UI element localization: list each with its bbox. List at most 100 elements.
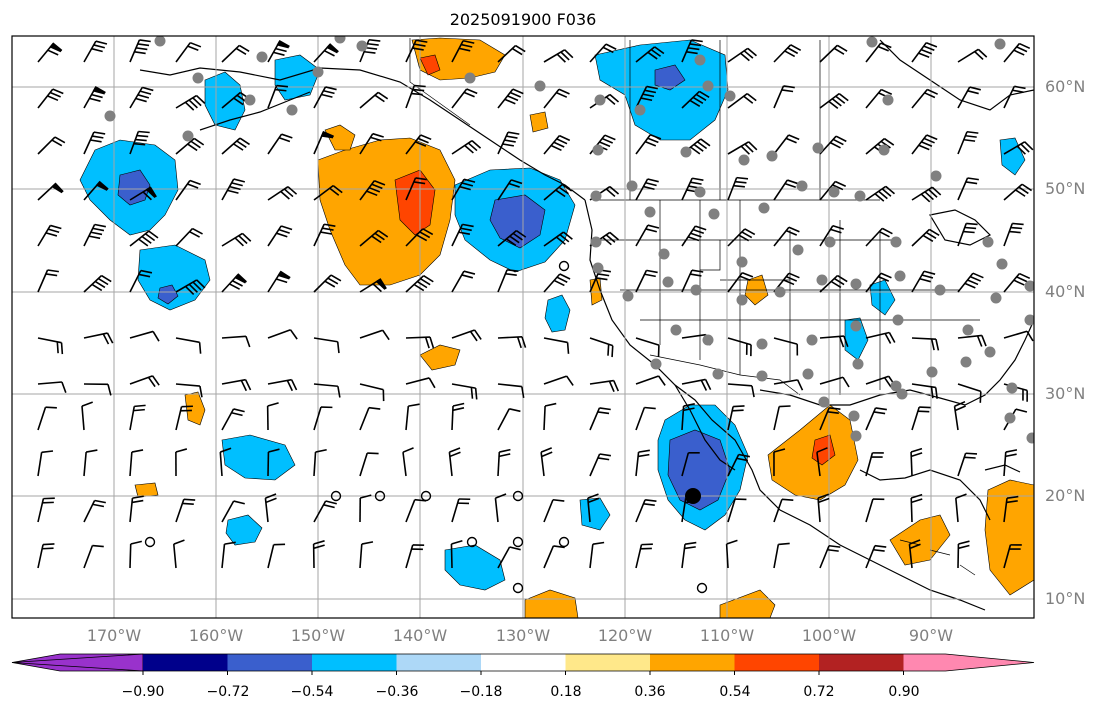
observation-dot: [982, 236, 994, 248]
wind-barb: [405, 377, 436, 389]
colorbar-label-neg054: −0.54: [290, 684, 334, 700]
colorbar-cells: [11, 653, 1035, 672]
wind-barb: [497, 44, 526, 63]
wind-barb: [129, 130, 150, 155]
wind-barb: [543, 273, 571, 293]
negative-anomaly-region: [869, 279, 896, 316]
wind-barb: [451, 88, 478, 109]
wind-barb: [359, 494, 372, 523]
wind-barb: [1003, 222, 1024, 247]
colorbar-label-072: 0.72: [803, 684, 835, 700]
observation-dot: [756, 338, 768, 350]
wind-barb: [359, 383, 385, 402]
colorbar-cell: [227, 654, 313, 671]
lon-label-90w: 90°W: [908, 626, 954, 645]
wind-barb: [957, 452, 978, 477]
negative-anomaly-region: [225, 514, 263, 546]
positive-anomaly-region: [529, 111, 549, 133]
wind-barb: [175, 405, 193, 431]
wind-barb: [957, 130, 979, 155]
wind-barb: [773, 448, 786, 477]
wind-barb: [1003, 449, 1018, 477]
wind-barb: [773, 85, 795, 109]
wind-barb: [589, 269, 611, 293]
wind-barb: [359, 452, 379, 477]
wind-barb: [313, 337, 340, 354]
wind-barb: [267, 270, 291, 293]
wind-barb: [589, 337, 614, 358]
wind-barb: [911, 406, 931, 431]
colorbar-cell: [312, 654, 397, 671]
wind-barb: [681, 269, 704, 293]
baja-california: [674, 384, 736, 471]
observation-dot: [622, 290, 634, 302]
observation-dot: [592, 144, 604, 156]
observation-dot: [712, 368, 724, 380]
wind-barb: [727, 383, 755, 398]
negative-anomaly-region: [579, 497, 611, 531]
colorbar-label-018: 0.18: [550, 684, 582, 700]
observation-dot: [990, 292, 1002, 304]
wind-barb: [83, 131, 106, 155]
colorbar-label-neg018: −0.18: [459, 684, 503, 700]
wind-barb: [681, 452, 700, 477]
wind-barb: [313, 184, 343, 201]
wind-barb: [727, 453, 751, 477]
wind-barb: [83, 383, 112, 396]
negative-anomaly-region: [221, 434, 296, 481]
wind-barb: [540, 447, 553, 477]
wind-barb: [543, 375, 574, 386]
gridlines: [12, 36, 1034, 618]
lon-label-150w: 150°W: [290, 626, 346, 645]
observation-dot: [984, 346, 996, 358]
wind-barb: [543, 337, 570, 354]
wind-barb: [819, 135, 847, 155]
map-panel[interactable]: [0, 0, 1105, 620]
wind-barb: [81, 401, 93, 431]
wind-barb: [402, 447, 414, 477]
observation-dot: [878, 144, 890, 156]
wind-barb: [635, 85, 658, 109]
wind-barb: [221, 408, 245, 431]
observation-dot: [896, 388, 908, 400]
wind-barb: [911, 228, 940, 247]
positive-anomaly-region: [419, 344, 461, 371]
wind-barb: [129, 269, 153, 293]
lat-label-20: 20°N: [1045, 486, 1086, 505]
observation-dot: [960, 356, 972, 368]
wind-barb: [819, 544, 841, 569]
wind-barb: [313, 223, 336, 247]
wind-barb: [543, 402, 557, 431]
wind-barb: [587, 493, 600, 523]
wind-barb: [1003, 42, 1031, 63]
wind-barb: [494, 493, 507, 523]
wind-barb: [543, 231, 573, 247]
wind-barb: [129, 404, 146, 431]
lon-label-170w: 170°W: [86, 626, 142, 645]
wind-barb: [957, 272, 984, 293]
observation-dot: [690, 284, 702, 296]
wind-barb: [83, 544, 104, 569]
wind-barb: [129, 230, 159, 247]
wind-barb: [910, 447, 923, 477]
lon-label-110w: 110°W: [699, 626, 755, 645]
negative-anomaly-region: [594, 39, 729, 141]
wind-barb: [267, 84, 289, 109]
wind-barb: [635, 499, 657, 523]
wind-barb: [451, 139, 482, 155]
wind-barb: [37, 497, 55, 523]
wind-barb: [635, 46, 665, 63]
wind-barb: [817, 493, 830, 523]
calm-markers: [144, 260, 708, 594]
wind-barb: [451, 383, 478, 400]
wind-barb: [773, 337, 799, 356]
observation-dot: [736, 256, 748, 268]
wind-barb: [37, 88, 64, 109]
wind-barb: [773, 134, 800, 155]
wind-barb: [543, 134, 571, 155]
wind-barb: [448, 447, 461, 477]
observation-dot: [1026, 432, 1034, 444]
great-lakes: [929, 209, 992, 246]
colorbar-cell: [481, 654, 566, 671]
wind-barb: [405, 134, 432, 155]
